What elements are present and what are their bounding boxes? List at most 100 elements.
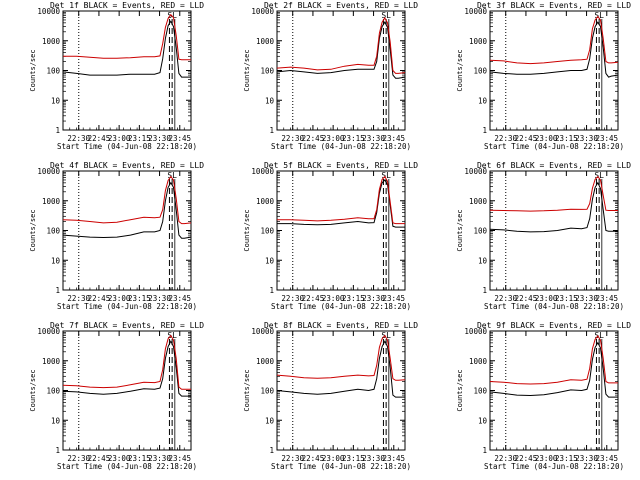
x-tick-label: 23:30 — [575, 294, 598, 303]
y-tick-label: 10000 — [251, 327, 274, 336]
y-axis-label: Counts/sec — [243, 49, 251, 91]
x-tick-label: 23:00 — [108, 134, 131, 143]
x-tick-label: 22:45 — [515, 454, 538, 463]
panel-title: Det 2f BLACK = Events, RED = LLD — [264, 1, 418, 10]
series-line-lld — [62, 175, 192, 225]
y-tick-label: 1 — [482, 126, 487, 135]
x-tick-label: 22:45 — [302, 134, 325, 143]
x-tick-label: 23:30 — [148, 294, 171, 303]
panel-det-3f: Det 3f BLACK = Events, RED = LLD 1 10 100 10… — [456, 1, 631, 151]
y-tick-label: 100 — [473, 387, 487, 396]
x-tick-label: 23:45 — [595, 454, 618, 463]
series-line-events — [489, 181, 618, 233]
series-line-events — [62, 181, 192, 239]
x-tick-label: 23:45 — [168, 294, 191, 303]
series-line-events — [277, 179, 405, 228]
y-axis-label: Counts/sec — [29, 369, 37, 411]
y-tick-label: 10000 — [37, 7, 60, 16]
y-tick-label: 10 — [265, 256, 275, 265]
y-tick-label: 10 — [265, 416, 275, 425]
y-tick-label: 1 — [269, 286, 274, 295]
x-tick-label: 23:00 — [535, 134, 558, 143]
y-tick-label: 100 — [46, 387, 60, 396]
y-tick-label: 100 — [46, 227, 60, 236]
x-tick-label: 23:00 — [322, 454, 345, 463]
series-line-events — [276, 21, 406, 79]
x-tick-label: 23:15 — [342, 454, 365, 463]
y-tick-label: 100 — [46, 67, 60, 76]
x-tick-label: 23:30 — [362, 134, 385, 143]
y-tick-label: 1 — [269, 126, 274, 135]
y-tick-label: 1 — [482, 286, 487, 295]
x-tick-label: 22:45 — [302, 454, 325, 463]
panel-det-6f: Det 6f BLACK = Events, RED = LLD 1 10 100 10… — [456, 161, 631, 311]
y-tick-label: 100 — [473, 227, 487, 236]
panel-det-4f: Det 4f BLACK = Events, RED = LLD 1 10 100 10… — [29, 161, 204, 311]
x-tick-label: 23:15 — [555, 294, 578, 303]
series-line-lld — [276, 334, 406, 381]
x-tick-label: 22:45 — [302, 294, 325, 303]
x-tick-label: 22:30 — [281, 134, 304, 143]
y-tick-label: 1000 — [256, 37, 275, 46]
x-axis-label: Start Time (04-Jun-08 22:18:20) — [57, 142, 197, 151]
x-axis-label: Start Time (04-Jun-08 22:18:20) — [57, 302, 197, 311]
x-axis-label: Start Time (04-Jun-08 22:18:20) — [484, 142, 624, 151]
x-tick-label: 23:15 — [128, 294, 151, 303]
panel-title: Det 9f BLACK = Events, RED = LLD — [477, 321, 631, 330]
x-tick-label: 22:30 — [67, 134, 90, 143]
y-tick-label: 1000 — [256, 357, 275, 366]
y-tick-label: 100 — [260, 67, 274, 76]
y-tick-label: 1000 — [469, 357, 488, 366]
x-tick-label: 23:30 — [575, 454, 598, 463]
panel-det-8f: Det 8f BLACK = Events, RED = LLD 1 10 100 10… — [243, 321, 418, 471]
y-tick-label: 10000 — [251, 7, 274, 16]
x-tick-label: 23:30 — [148, 134, 171, 143]
y-tick-label: 100 — [260, 387, 274, 396]
x-tick-label: 23:15 — [555, 134, 578, 143]
x-axis-label: Start Time (04-Jun-08 22:18:20) — [271, 462, 411, 471]
x-tick-label: 22:45 — [515, 134, 538, 143]
y-tick-label: 1 — [55, 126, 60, 135]
y-tick-label: 10 — [478, 416, 488, 425]
x-tick-label: 23:45 — [382, 294, 405, 303]
x-tick-label: 23:00 — [535, 454, 558, 463]
x-tick-label: 23:15 — [342, 134, 365, 143]
series-line-lld — [63, 13, 191, 61]
series-line-events — [62, 20, 191, 78]
x-tick-label: 22:30 — [281, 454, 304, 463]
x-tick-label: 23:45 — [382, 134, 405, 143]
series-line-events — [276, 340, 405, 398]
y-axis-label: Counts/sec — [29, 49, 37, 91]
x-tick-label: 22:30 — [494, 134, 517, 143]
x-tick-label: 22:30 — [281, 294, 304, 303]
x-axis-label: Start Time (04-Jun-08 22:18:20) — [57, 462, 197, 471]
x-axis-label: Start Time (04-Jun-08 22:18:20) — [271, 142, 411, 151]
y-axis-label: Counts/sec — [456, 369, 464, 411]
x-tick-label: 22:30 — [494, 454, 517, 463]
panel-det-7f: Det 7f BLACK = Events, RED = LLD 1 10 100 10… — [29, 321, 204, 471]
y-tick-label: 1 — [269, 446, 274, 455]
x-tick-label: 22:30 — [67, 294, 90, 303]
x-tick-label: 23:15 — [128, 454, 151, 463]
x-tick-label: 23:00 — [322, 294, 345, 303]
y-tick-label: 10000 — [37, 167, 60, 176]
series-line-lld — [277, 175, 405, 225]
y-tick-label: 1000 — [469, 37, 488, 46]
panel-det-5f: Det 5f BLACK = Events, RED = LLD 1 10 100 10… — [243, 161, 418, 311]
x-tick-label: 23:45 — [595, 294, 618, 303]
y-tick-label: 1 — [55, 446, 60, 455]
y-tick-label: 1000 — [42, 357, 61, 366]
y-axis-label: Counts/sec — [29, 209, 37, 251]
y-axis-label: Counts/sec — [243, 369, 251, 411]
series-line-lld — [62, 334, 191, 390]
x-tick-label: 23:00 — [108, 294, 131, 303]
y-tick-label: 10 — [265, 96, 275, 105]
x-tick-label: 23:30 — [575, 134, 598, 143]
y-tick-label: 1000 — [469, 197, 488, 206]
y-axis-label: Counts/sec — [456, 209, 464, 251]
series-line-events — [489, 21, 619, 78]
x-tick-label: 23:30 — [148, 454, 171, 463]
panel-title: Det 8f BLACK = Events, RED = LLD — [264, 321, 418, 330]
y-axis-label: Counts/sec — [243, 209, 251, 251]
series-line-lld — [489, 15, 619, 65]
